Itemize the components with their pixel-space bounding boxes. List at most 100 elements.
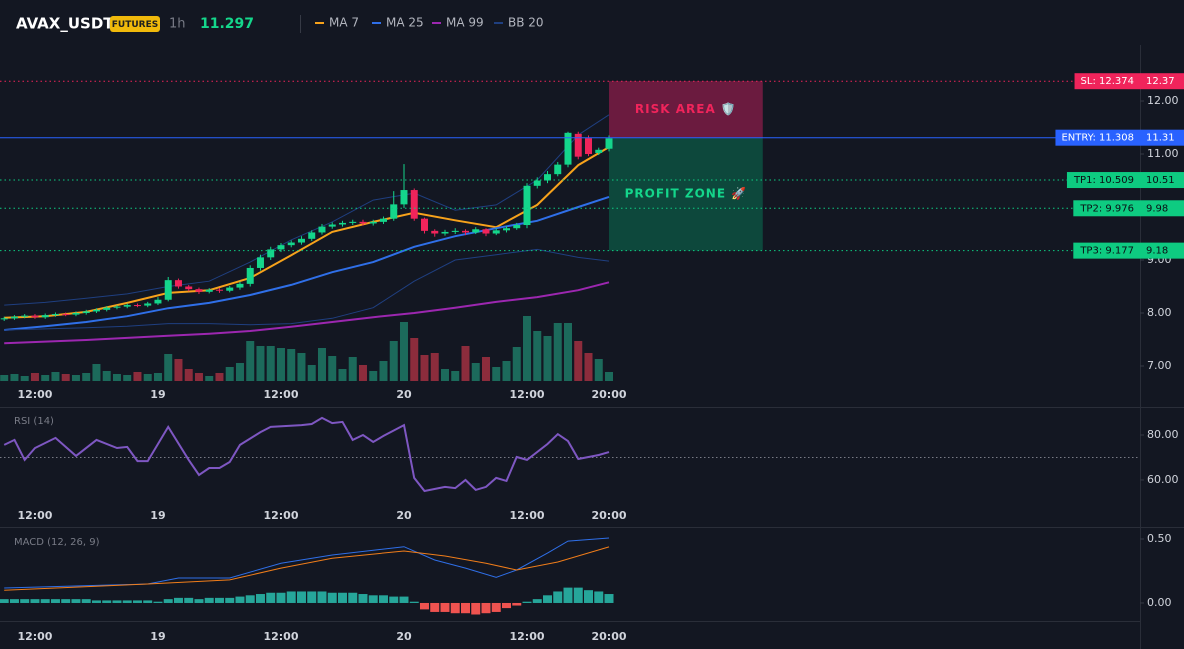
- macd-histogram: [61, 599, 71, 603]
- volume-bar: [235, 363, 244, 381]
- candle-body: [154, 299, 162, 304]
- macd-histogram: [163, 599, 173, 603]
- candle-body: [359, 221, 367, 224]
- candle-body: [390, 204, 398, 219]
- macd-histogram: [348, 592, 358, 603]
- legend-label: MA 25: [386, 16, 424, 30]
- candle-body: [513, 225, 521, 229]
- volume-bar: [481, 357, 490, 381]
- macd-histogram: [522, 601, 532, 603]
- x-tick-label: 20: [396, 630, 412, 643]
- y-tick-label: 80.00: [1147, 428, 1179, 441]
- macd-histogram: [532, 599, 542, 603]
- volume-bar: [574, 341, 583, 381]
- volume-bar: [564, 323, 573, 381]
- volume-bar: [287, 349, 296, 381]
- macd-histogram: [481, 602, 491, 614]
- axis-level-label: 10.51: [1146, 175, 1175, 186]
- macd-histogram: [553, 591, 563, 603]
- volume-bar: [543, 336, 552, 381]
- candle-body: [164, 280, 172, 300]
- rsi-title: RSI (14): [14, 416, 54, 427]
- candle-body: [451, 230, 459, 232]
- x-tick-label: 12:00: [17, 509, 52, 522]
- candle-body: [369, 221, 377, 224]
- volume-bar: [102, 371, 111, 381]
- level-badge: [1055, 129, 1140, 146]
- y-tick-label: 60.00: [1147, 473, 1179, 486]
- level-badge: [1073, 200, 1140, 217]
- x-tick-label: 12:00: [509, 509, 544, 522]
- macd-histogram: [30, 599, 40, 603]
- macd-histogram: [358, 594, 368, 603]
- signal-line: [4, 546, 610, 591]
- candle-body: [472, 229, 480, 233]
- volume-bar: [143, 374, 152, 381]
- candle-body: [441, 231, 449, 234]
- candle-body: [215, 289, 223, 291]
- volume-bar: [492, 367, 501, 381]
- axis-level-label: 9.18: [1146, 246, 1168, 257]
- macd-histogram: [430, 602, 440, 612]
- candle-body: [62, 314, 70, 316]
- candle-body: [123, 305, 131, 307]
- level-badge: [1066, 172, 1140, 189]
- volume-bar: [276, 348, 285, 381]
- macd-histogram: [102, 600, 112, 603]
- level-badge: [1073, 242, 1140, 259]
- candle-body: [113, 306, 121, 308]
- volume-bar: [194, 373, 203, 381]
- macd-histogram: [501, 602, 511, 609]
- candle-body: [482, 229, 490, 234]
- macd-histogram: [491, 602, 501, 612]
- candle-body: [585, 138, 593, 155]
- x-tick-label: 12:00: [263, 509, 298, 522]
- candle-body: [492, 230, 500, 234]
- volume-bar: [184, 369, 193, 381]
- macd-histogram: [20, 599, 30, 603]
- legend-label: MA 99: [446, 16, 484, 30]
- macd-histogram: [399, 596, 409, 603]
- macd-histogram: [122, 600, 132, 603]
- macd-histogram: [563, 587, 573, 603]
- macd-histogram: [317, 591, 327, 603]
- level-label: ENTRY: 11.308: [1061, 133, 1134, 144]
- x-tick-label: 20:00: [591, 509, 626, 522]
- candle-body: [133, 305, 141, 307]
- volume-bar: [522, 316, 531, 381]
- candle-body: [195, 289, 203, 292]
- macd-title: MACD (12, 26, 9): [14, 537, 100, 548]
- candle-body: [41, 315, 49, 318]
- y-tick-label: 0.00: [1147, 596, 1172, 609]
- rsi-line: [3, 416, 610, 493]
- macd-histogram: [153, 601, 163, 603]
- volume-bar: [471, 363, 480, 381]
- legend-label: BB 20: [508, 16, 544, 30]
- macd-histogram: [389, 596, 399, 603]
- volume-bar: [379, 361, 388, 381]
- axis-level-label: 9.98: [1146, 203, 1168, 214]
- volume-bar: [440, 369, 449, 381]
- x-tick-label: 19: [150, 509, 165, 522]
- candle-body: [328, 224, 336, 227]
- macd-histogram: [307, 591, 317, 603]
- y-tick-label: 11.00: [1147, 147, 1179, 160]
- candle-body: [420, 218, 428, 231]
- macd-histogram: [327, 592, 337, 603]
- candle-body: [410, 190, 418, 219]
- candle-body: [174, 280, 182, 287]
- volume-bar: [41, 375, 50, 381]
- candle-body: [277, 245, 285, 250]
- macd-histogram: [81, 599, 91, 603]
- candle-body: [318, 226, 326, 233]
- macd-histogram: [460, 602, 470, 614]
- volume-bar: [164, 354, 173, 381]
- symbol: AVAX_USDT: [16, 15, 114, 33]
- volume-bar: [20, 376, 29, 381]
- axis-level-label: 11.31: [1146, 133, 1175, 144]
- macd-histogram: [214, 597, 224, 603]
- candle-body: [595, 149, 603, 153]
- x-tick-label: 19: [150, 630, 165, 643]
- volume-bar: [307, 365, 316, 381]
- macd-histogram: [112, 600, 122, 603]
